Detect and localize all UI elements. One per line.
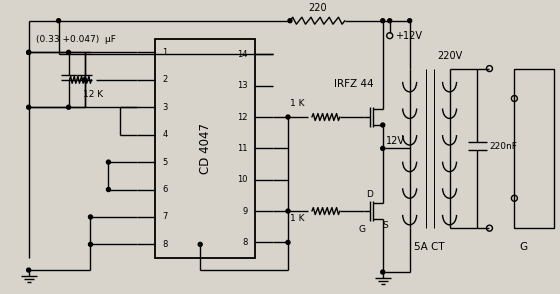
Text: 12V: 12V xyxy=(386,136,405,146)
Bar xyxy=(155,39,255,258)
Circle shape xyxy=(286,240,290,244)
Text: 2: 2 xyxy=(162,75,167,84)
Circle shape xyxy=(67,105,71,109)
Text: 6: 6 xyxy=(162,185,167,194)
Text: 220: 220 xyxy=(308,3,326,13)
Circle shape xyxy=(381,123,385,127)
Circle shape xyxy=(27,268,31,272)
Text: 14: 14 xyxy=(237,50,248,59)
Bar xyxy=(515,69,554,228)
Circle shape xyxy=(381,146,385,150)
Text: 11: 11 xyxy=(237,144,248,153)
Circle shape xyxy=(82,78,86,82)
Circle shape xyxy=(106,160,110,164)
Text: 220V: 220V xyxy=(437,51,463,61)
Circle shape xyxy=(198,242,202,246)
Text: 4: 4 xyxy=(162,130,167,139)
Text: 5A CT: 5A CT xyxy=(414,242,445,252)
Text: 1: 1 xyxy=(162,48,167,57)
Text: 7: 7 xyxy=(162,213,167,221)
Text: 1 K: 1 K xyxy=(290,214,305,223)
Circle shape xyxy=(388,19,391,23)
Text: 1 K: 1 K xyxy=(290,99,305,108)
Circle shape xyxy=(27,50,31,54)
Text: G: G xyxy=(519,242,528,252)
Text: 10: 10 xyxy=(237,175,248,184)
Circle shape xyxy=(57,19,60,23)
Text: 12: 12 xyxy=(237,113,248,121)
Text: 220nF: 220nF xyxy=(489,142,517,151)
Text: 8: 8 xyxy=(242,238,248,247)
Circle shape xyxy=(67,50,71,54)
Circle shape xyxy=(27,50,31,54)
Circle shape xyxy=(408,19,412,23)
Text: CD 4047: CD 4047 xyxy=(199,123,212,174)
Circle shape xyxy=(381,19,385,23)
Text: (0.33 +0.047)  μF: (0.33 +0.047) μF xyxy=(36,35,115,44)
Text: D: D xyxy=(366,190,372,199)
Circle shape xyxy=(88,242,92,246)
Text: S: S xyxy=(382,221,389,230)
Text: +12V: +12V xyxy=(395,31,422,41)
Text: G: G xyxy=(358,225,365,234)
Circle shape xyxy=(286,209,290,213)
Circle shape xyxy=(88,215,92,219)
Circle shape xyxy=(288,19,292,23)
Text: 5: 5 xyxy=(162,158,167,167)
Circle shape xyxy=(106,188,110,191)
Circle shape xyxy=(286,115,290,119)
Text: 3: 3 xyxy=(162,103,167,112)
Circle shape xyxy=(27,105,31,109)
Text: 12 K: 12 K xyxy=(82,90,102,99)
Text: 8: 8 xyxy=(162,240,167,249)
Text: 13: 13 xyxy=(237,81,248,90)
Text: IRFZ 44: IRFZ 44 xyxy=(334,79,374,89)
Text: 9: 9 xyxy=(243,207,248,216)
Circle shape xyxy=(381,270,385,274)
